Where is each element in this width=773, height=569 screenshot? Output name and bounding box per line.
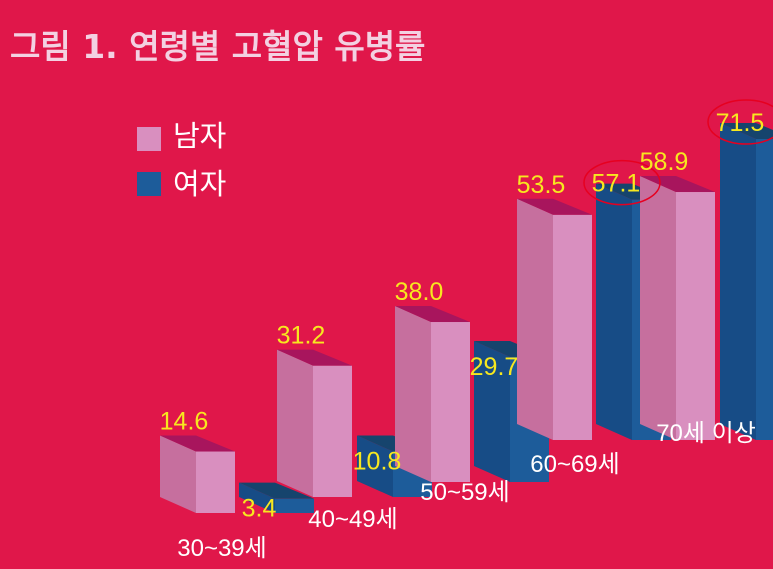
bar-male-2 xyxy=(395,306,470,482)
bar-male-2-top xyxy=(395,306,470,323)
bar-male-1-front xyxy=(313,365,352,497)
bar-female-0-front xyxy=(275,498,314,513)
value-label-female-1: 10.8 xyxy=(353,448,402,476)
category-label-3: 60~69세 xyxy=(530,451,620,478)
bar-male-0-side xyxy=(160,435,196,513)
bar-male-1-side xyxy=(277,349,313,497)
legend-swatch-male xyxy=(137,127,161,151)
legend: 남자 여자 xyxy=(137,119,226,201)
bar-male-4-front xyxy=(676,192,715,440)
bar-female-4-top xyxy=(720,122,773,139)
value-label-male-0: 14.6 xyxy=(160,408,209,436)
bar-male-4 xyxy=(640,176,715,440)
value-label-female-2: 29.7 xyxy=(470,353,519,381)
bar-male-3-top xyxy=(517,198,592,215)
value-label-male-3: 53.5 xyxy=(517,171,566,199)
value-label-female-0: 3.4 xyxy=(242,495,277,523)
bar-male-3-side xyxy=(517,198,553,440)
category-label-2: 50~59세 xyxy=(420,479,510,506)
value-label-female-4: 71.5 xyxy=(716,109,765,137)
legend-swatch-female xyxy=(137,172,161,196)
bar-female-3-side xyxy=(596,183,632,440)
bar-female-1-side xyxy=(357,435,393,497)
category-label-4: 70세 이상 xyxy=(656,420,756,447)
bar-male-3 xyxy=(517,198,592,440)
bar-male-0-front xyxy=(196,451,235,513)
category-label-0: 30~39세 xyxy=(177,535,267,562)
bar-female-2-side xyxy=(474,340,510,482)
bar-female-0-top xyxy=(239,482,314,499)
bar-male-3-front xyxy=(553,214,592,440)
legend-label-male: 남자 xyxy=(173,119,226,153)
legend-label-female: 여자 xyxy=(173,167,226,201)
bar-female-4-side xyxy=(720,122,756,441)
category-label-1: 40~49세 xyxy=(308,506,398,533)
bar-male-4-side xyxy=(640,176,676,440)
bar-female-0 xyxy=(239,482,314,513)
value-label-male-2: 38.0 xyxy=(395,278,444,306)
bar-male-2-side xyxy=(395,306,431,482)
bar-male-4-top xyxy=(640,176,715,193)
bar-male-0 xyxy=(160,435,235,513)
value-label-female-3: 57.1 xyxy=(592,170,641,198)
value-label-male-4: 58.9 xyxy=(640,148,689,176)
bar-female-4-front xyxy=(756,138,773,441)
highlight-circle-4 xyxy=(707,99,773,145)
chart-title: 그림 1. 연령별 고혈압 유병률 xyxy=(10,27,425,66)
bar-male-1 xyxy=(277,349,352,497)
bar-male-1-top xyxy=(277,349,352,366)
bar-male-0-top xyxy=(160,435,235,452)
bar-male-2-front xyxy=(431,322,470,482)
labels-group: 14.6 3.4 30~39세 31.2 10.8 40~49세 38.0 29.7 50~59… xyxy=(160,99,773,562)
value-label-male-1: 31.2 xyxy=(277,322,326,350)
highlight-circle-3 xyxy=(583,159,661,206)
bar-female-0-side xyxy=(239,482,275,513)
bars-group xyxy=(160,122,773,513)
bar-female-4 xyxy=(720,122,773,441)
